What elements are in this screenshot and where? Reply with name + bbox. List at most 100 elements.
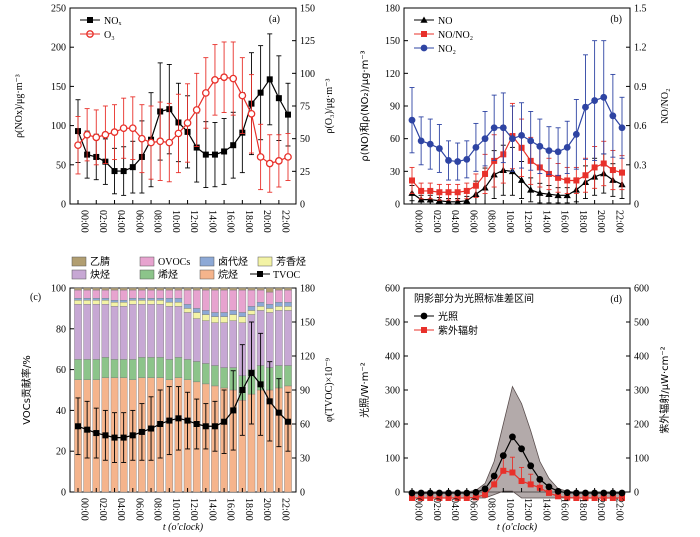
no-point: [527, 186, 535, 193]
uv-point: [536, 484, 543, 491]
tvoc-point: [184, 417, 191, 424]
panel-c-label: (c): [30, 292, 41, 303]
panel-b-xtick-label: 16:00: [559, 210, 570, 233]
no-no2-ratio-point: [454, 189, 461, 196]
o3-point: [101, 130, 110, 139]
tvoc-point: [84, 426, 91, 433]
uv-point: [418, 495, 425, 501]
panel-c-ytick-label-left: 40: [56, 406, 66, 417]
panel-a-xtick-label: 08:00: [152, 210, 163, 233]
panel-c-xlabel: t (o'clock): [163, 522, 204, 533]
uv-point: [582, 495, 589, 501]
bar-halocarbon: [165, 298, 174, 303]
bar-acetonitrile: [165, 287, 174, 291]
panel-d-ytick-label-left: 600: [385, 284, 400, 295]
bar-aromatic: [138, 300, 146, 305]
bar-halocarbon: [147, 298, 155, 301]
light-point: [417, 489, 425, 497]
panel-b-xtick-label: 04:00: [449, 210, 460, 233]
legend-halocarbon-swatch: [199, 256, 215, 267]
uv-point: [436, 495, 443, 501]
bar-alkene: [110, 359, 119, 378]
bar-alkene: [211, 365, 219, 387]
nox-point: [285, 111, 291, 118]
panel-a-xtick-label: 06:00: [133, 210, 144, 233]
panel-a-ytick-label-right: 100: [300, 69, 315, 80]
bar-ovocs: [275, 289, 283, 303]
uv-point: [482, 491, 489, 498]
panel-a-ytick-label-left: 150: [51, 82, 66, 93]
light-point: [582, 489, 589, 497]
panel-b-ytick-label-left: 0: [395, 200, 400, 211]
tvoc-point: [175, 415, 182, 422]
nox-point: [193, 144, 200, 151]
panel-b-ylabel-right: NO/NO₂: [660, 88, 671, 123]
panel-a-xtick-label: 00:00: [79, 210, 90, 233]
nox-point: [129, 164, 136, 171]
panel-d-ytick-label-left: 300: [385, 386, 400, 397]
no2-point: [417, 137, 425, 145]
no2-point: [509, 135, 516, 143]
no-line: [411, 169, 623, 203]
bar-halocarbon: [238, 312, 247, 317]
no-no2-ratio-point: [555, 174, 562, 181]
panel-c-ylabel-right: φ(TVOC)×10⁻⁹: [324, 357, 335, 422]
bar-alkene: [220, 367, 228, 389]
panel-d-ylabel-left: 光照/W·m⁻²: [358, 362, 371, 417]
bar-acetonitrile: [220, 287, 228, 291]
o3-point: [110, 128, 119, 136]
panel-d-xtick-label: 06:00: [467, 498, 478, 521]
panel-c-ylabel-left: VOCs贡献率/%: [20, 355, 33, 425]
bar-acetonitrile: [247, 287, 256, 291]
bar-alkyne: [174, 306, 183, 358]
bar-aromatic: [256, 306, 265, 311]
panel-d-xlabel: t (o'clock): [497, 522, 538, 533]
bar-alkyne: [211, 322, 219, 366]
panel-d-ytick-label-left: 400: [385, 352, 400, 363]
panel-a-xtick-label: 10:00: [170, 210, 181, 233]
bar-alkyne: [156, 304, 164, 358]
o3-point: [83, 130, 91, 139]
panel-c-ytick-label-left: 20: [56, 447, 66, 458]
bar-halocarbon: [275, 302, 283, 307]
bar-halocarbon: [74, 298, 82, 301]
bar-alkyne: [165, 306, 174, 360]
nox-point: [230, 142, 237, 149]
no-point: [554, 191, 562, 199]
no-no2-ratio-point: [619, 169, 625, 176]
panel-d-xtick-label: 20:00: [595, 498, 606, 521]
panel-d-ytick-label-right: 500: [634, 318, 649, 329]
bar-alkene: [202, 363, 210, 385]
light-point: [618, 489, 626, 497]
no2-point: [554, 148, 562, 156]
panel-c-ytick-label-left: 100: [51, 284, 66, 295]
bar-alkene: [83, 359, 91, 380]
panel-b-xtick-label: 00:00: [413, 210, 424, 233]
bar-acetonitrile: [138, 287, 146, 291]
bar-acetonitrile: [183, 287, 192, 291]
tvoc-point: [230, 407, 237, 414]
bar-acetonitrile: [101, 287, 110, 291]
bar-ovocs: [74, 289, 82, 299]
tvoc-point: [111, 434, 118, 441]
legend-uv-marker: [421, 327, 427, 333]
nox-point: [120, 168, 127, 175]
legend-aromatic-swatch: [257, 256, 273, 267]
bar-acetonitrile: [238, 287, 247, 291]
legend-o3-label: O₃: [104, 30, 115, 41]
bar-acetonitrile: [256, 287, 265, 291]
panel-d-ytick-label-right: 300: [634, 386, 649, 397]
bar-aromatic: [147, 300, 155, 305]
uv-point: [619, 495, 625, 501]
bar-acetonitrile: [202, 287, 210, 291]
bar-acetonitrile: [265, 287, 274, 293]
bar-aromatic: [92, 300, 101, 305]
legend-aromatic-label: 芳香烃: [276, 255, 306, 268]
panel-a-ytick-label-left: 250: [51, 4, 66, 15]
no-no2-ratio-point: [463, 187, 470, 194]
bar-halocarbon: [256, 302, 265, 307]
panel-a: (a) NOₓ O₃ ρ(NOx)/μg·m⁻³ ρ(O₃)/μg·m⁻³: [14, 7, 335, 205]
bar-alkyne: [83, 304, 91, 360]
panel-a-ytick-label-right: 125: [300, 36, 315, 47]
light-point: [499, 452, 507, 459]
